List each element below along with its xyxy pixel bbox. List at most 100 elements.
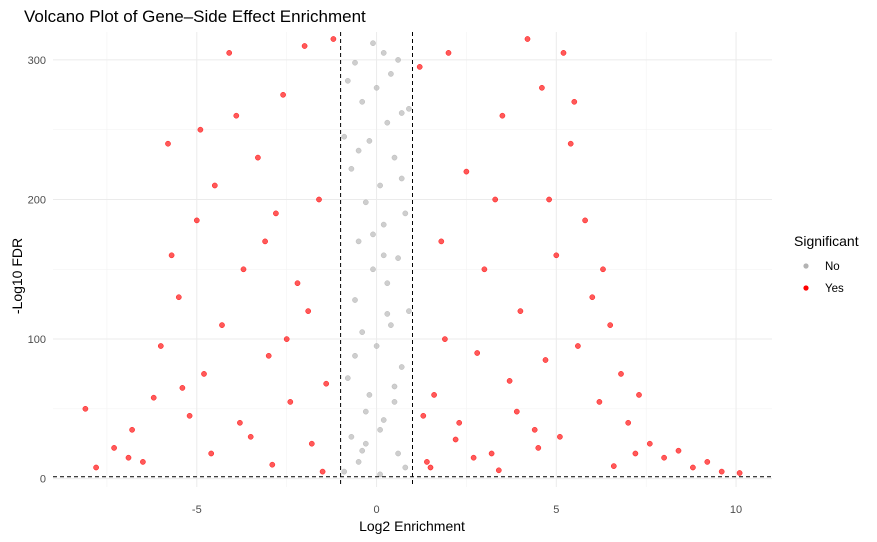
point-yes — [470, 454, 477, 461]
point-no — [391, 383, 398, 390]
point-yes — [197, 126, 204, 133]
point-no — [359, 447, 366, 454]
point-no — [388, 71, 394, 77]
point-no — [344, 375, 351, 381]
point-no — [355, 459, 362, 465]
point-yes — [226, 50, 233, 56]
point-no — [398, 175, 405, 182]
point-no — [355, 238, 362, 245]
chart-title: Volcano Plot of Gene–Side Effect Enrichm… — [24, 7, 366, 26]
point-no — [391, 154, 398, 161]
point-yes — [179, 385, 186, 391]
point-yes — [531, 426, 538, 433]
point-yes — [273, 210, 279, 217]
x-axis-ticks: -5 0 5 10 — [192, 504, 742, 516]
point-yes — [442, 336, 448, 342]
point-yes — [582, 217, 588, 224]
point-yes — [636, 392, 642, 398]
point-no — [395, 255, 401, 261]
point-no — [348, 165, 355, 172]
point-yes — [93, 464, 99, 471]
point-yes — [567, 140, 574, 147]
point-no — [341, 133, 348, 140]
point-yes — [632, 450, 639, 457]
x-axis-title: Log2 Enrichment — [359, 518, 465, 534]
point-yes — [474, 350, 481, 356]
point-no — [344, 77, 351, 84]
point-yes — [294, 280, 301, 287]
point-yes — [506, 378, 513, 384]
point-no — [362, 199, 369, 206]
point-yes — [625, 419, 632, 426]
point-yes — [589, 294, 596, 301]
point-no — [359, 98, 366, 105]
point-no — [380, 50, 387, 56]
point-yes — [240, 266, 247, 273]
point-no — [352, 297, 358, 303]
point-yes — [323, 380, 330, 387]
point-yes — [424, 459, 430, 465]
point-no — [391, 399, 398, 405]
point-no — [370, 40, 376, 47]
point-yes — [431, 392, 437, 398]
point-no — [341, 468, 348, 475]
point-no — [380, 417, 387, 423]
y-axis-title: -Log10 FDR — [9, 238, 25, 314]
y-axis-ticks: 0 100 200 300 — [28, 55, 46, 486]
point-no — [406, 308, 412, 314]
point-yes — [150, 394, 157, 401]
point-no — [384, 119, 391, 126]
point-yes — [247, 433, 254, 440]
x-tick-label: 5 — [553, 504, 559, 516]
point-yes — [219, 322, 225, 328]
point-yes — [618, 371, 624, 377]
point-no — [377, 182, 383, 189]
grid — [53, 32, 772, 487]
point-yes — [542, 357, 549, 363]
point-no — [398, 110, 405, 116]
y-tick-label: 0 — [40, 474, 46, 486]
legend-label-no: No — [825, 261, 840, 273]
point-yes — [82, 405, 89, 412]
point-yes — [175, 294, 182, 301]
point-no — [355, 147, 362, 154]
point-no — [398, 364, 405, 370]
point-yes — [319, 468, 326, 475]
point-no — [352, 352, 358, 359]
point-yes — [140, 459, 146, 465]
point-yes — [165, 140, 171, 147]
point-yes — [211, 182, 218, 189]
point-yes — [208, 450, 215, 457]
point-yes — [535, 445, 542, 451]
point-no — [348, 433, 355, 440]
point-no — [366, 392, 373, 398]
point-yes — [269, 461, 276, 468]
point-yes — [560, 50, 567, 56]
data-points — [82, 36, 743, 478]
point-no — [373, 84, 380, 91]
point-yes — [575, 343, 581, 349]
point-yes — [452, 436, 459, 443]
point-yes — [492, 196, 499, 203]
point-yes — [280, 91, 286, 98]
point-no — [370, 266, 376, 273]
point-no — [384, 280, 391, 287]
point-yes — [438, 238, 445, 245]
point-yes — [736, 470, 743, 476]
point-yes — [237, 419, 243, 426]
point-yes — [111, 445, 117, 451]
legend-label-yes: Yes — [825, 283, 844, 295]
point-yes — [445, 50, 452, 56]
x-tick-label: 0 — [373, 504, 379, 516]
point-yes — [308, 440, 315, 447]
point-yes — [607, 322, 614, 328]
point-yes — [600, 266, 606, 273]
point-yes — [265, 352, 272, 359]
point-yes — [463, 168, 470, 175]
point-yes — [456, 419, 463, 426]
point-no — [388, 322, 394, 328]
point-no — [377, 426, 383, 433]
point-yes — [610, 463, 617, 469]
point-no — [373, 343, 380, 349]
